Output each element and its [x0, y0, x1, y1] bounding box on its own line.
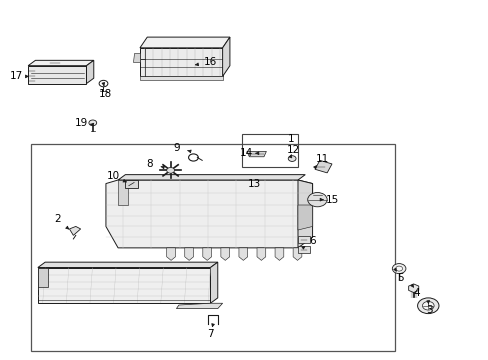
Text: 18: 18	[99, 89, 112, 99]
Circle shape	[391, 264, 405, 274]
Polygon shape	[118, 175, 305, 180]
Text: 9: 9	[173, 143, 180, 153]
Polygon shape	[184, 248, 193, 260]
Circle shape	[89, 120, 97, 126]
Polygon shape	[166, 248, 175, 260]
Circle shape	[307, 193, 326, 207]
Polygon shape	[292, 248, 301, 260]
Polygon shape	[176, 303, 222, 309]
Polygon shape	[69, 226, 81, 235]
Polygon shape	[246, 152, 266, 157]
Circle shape	[166, 167, 174, 173]
Polygon shape	[140, 76, 222, 80]
Text: 14: 14	[240, 148, 253, 158]
Polygon shape	[203, 248, 211, 260]
Circle shape	[422, 301, 433, 310]
Polygon shape	[28, 66, 86, 84]
Polygon shape	[297, 205, 312, 230]
Polygon shape	[297, 180, 312, 248]
Polygon shape	[314, 160, 331, 173]
Polygon shape	[222, 37, 229, 76]
Polygon shape	[140, 48, 222, 76]
Text: 7: 7	[207, 329, 213, 339]
Text: 19: 19	[75, 118, 88, 128]
Text: 17: 17	[9, 71, 22, 81]
Polygon shape	[275, 248, 283, 260]
Polygon shape	[118, 180, 127, 205]
Polygon shape	[132, 53, 140, 62]
Bar	[30, 144, 394, 351]
Polygon shape	[297, 246, 309, 253]
Text: 15: 15	[325, 195, 338, 204]
Bar	[242, 134, 297, 167]
Circle shape	[395, 266, 402, 271]
Text: 5: 5	[396, 273, 403, 283]
Polygon shape	[140, 37, 229, 48]
Text: 3: 3	[425, 305, 432, 315]
Polygon shape	[221, 248, 229, 260]
Polygon shape	[38, 267, 47, 287]
Polygon shape	[38, 262, 217, 267]
Polygon shape	[210, 262, 217, 303]
Text: 10: 10	[106, 171, 120, 181]
Circle shape	[417, 298, 438, 314]
Polygon shape	[106, 180, 312, 248]
Polygon shape	[28, 60, 94, 66]
Polygon shape	[408, 284, 418, 293]
Text: 13: 13	[247, 179, 260, 189]
Circle shape	[287, 156, 295, 161]
Text: 1: 1	[287, 134, 293, 144]
Text: 2: 2	[54, 214, 61, 224]
Polygon shape	[297, 236, 309, 243]
Text: 8: 8	[146, 159, 153, 169]
Polygon shape	[239, 248, 247, 260]
Text: 16: 16	[203, 57, 217, 67]
Polygon shape	[86, 60, 94, 84]
Text: 6: 6	[308, 236, 315, 246]
Polygon shape	[125, 180, 137, 188]
Polygon shape	[38, 267, 210, 303]
Text: 4: 4	[413, 288, 420, 297]
Text: 12: 12	[286, 145, 299, 155]
Polygon shape	[257, 248, 265, 260]
Text: 11: 11	[315, 154, 328, 163]
